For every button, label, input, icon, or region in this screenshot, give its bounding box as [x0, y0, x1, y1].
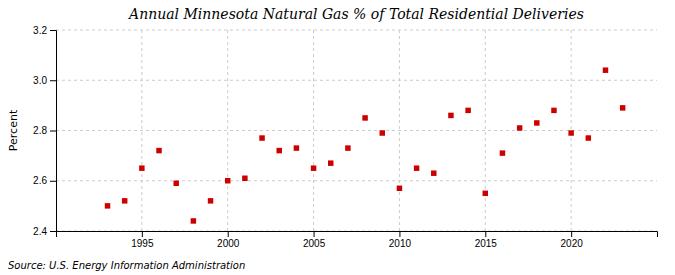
y-tick: 3.0 — [33, 75, 56, 86]
x-grid-line — [227, 30, 228, 231]
x-tick-mark — [571, 231, 572, 237]
point — [208, 198, 213, 203]
x-tick-label: 1995 — [131, 238, 154, 249]
point — [345, 145, 350, 150]
point — [191, 218, 196, 223]
x-tick-mark — [228, 231, 229, 237]
point — [586, 135, 591, 140]
point — [620, 105, 625, 110]
x-tick-label: 2000 — [217, 238, 240, 249]
point — [276, 148, 281, 153]
y-tick-label: 2.6 — [33, 175, 47, 186]
x-tick-label: 2005 — [303, 238, 326, 249]
y-grid-line — [56, 30, 657, 31]
point — [603, 67, 608, 72]
y-tick-label: 3.2 — [33, 25, 47, 36]
x-axis: 1995 2000 2005 2010 2015 2020 — [57, 231, 658, 249]
x-grid-line — [485, 30, 486, 231]
x-tick-label: 2015 — [475, 238, 498, 249]
point — [139, 165, 144, 170]
point — [397, 186, 402, 191]
title: Annual Minnesota Natural Gas % of Total … — [127, 6, 584, 22]
y-axis: 2.4 2.6 2.8 3.0 3.2 — [33, 25, 56, 237]
y-tick: 3.2 — [33, 25, 56, 36]
y-tick: 2.4 — [33, 226, 56, 237]
point — [362, 115, 367, 120]
y-axis-title: Percent — [7, 109, 20, 151]
x-axis-line — [57, 232, 658, 238]
x-tick: 2015 — [475, 231, 498, 249]
point — [173, 181, 178, 186]
y-tick-label: 2.4 — [33, 226, 47, 237]
point — [242, 175, 247, 180]
point — [500, 150, 505, 155]
point — [122, 198, 127, 203]
point — [259, 135, 264, 140]
x-tick-label: 2020 — [561, 238, 584, 249]
y-tick-label: 3.0 — [33, 75, 47, 86]
point — [294, 145, 299, 150]
point — [225, 178, 230, 183]
point — [483, 191, 488, 196]
point — [414, 165, 419, 170]
point — [465, 108, 470, 113]
annotation: Source: U.S. Energy Information Administ… — [8, 260, 245, 271]
x-tick-mark — [142, 231, 143, 237]
x-tick: 2005 — [303, 231, 326, 249]
point — [517, 125, 522, 130]
points — [105, 67, 626, 223]
x-tick: 2020 — [561, 231, 584, 249]
y-tick-mark — [50, 80, 56, 81]
x-tick: 1995 — [131, 231, 154, 249]
point — [534, 120, 539, 125]
point — [156, 148, 161, 153]
point — [328, 160, 333, 165]
grid — [56, 30, 657, 231]
chart: 1995 2000 2005 2010 2015 2020 2.4 2.6 2.8 3.0 3.2 A… — [0, 0, 675, 275]
point — [431, 170, 436, 175]
point — [105, 203, 110, 208]
x-tick-mark — [485, 231, 486, 237]
point — [448, 113, 453, 118]
x-grid-line — [313, 30, 314, 231]
point — [551, 108, 556, 113]
y-tick: 2.8 — [33, 125, 56, 136]
y-grid-line — [56, 80, 657, 81]
x-tick: 2000 — [217, 231, 240, 249]
y-axis-line — [50, 31, 57, 232]
y-tick-mark — [50, 131, 56, 132]
x-tick-label: 2010 — [389, 238, 412, 249]
plot-area: 1995 2000 2005 2010 2015 2020 2.4 2.6 2.8 3.0 3.2 — [33, 25, 657, 249]
point — [568, 130, 573, 135]
x-tick-mark — [314, 231, 315, 237]
x-grid-line — [141, 30, 142, 231]
x-tick-mark — [399, 231, 400, 237]
y-tick-mark — [50, 181, 56, 182]
x-grid-line — [399, 30, 400, 231]
point — [380, 130, 385, 135]
x-tick: 2010 — [389, 231, 412, 249]
y-grid-line — [56, 130, 657, 131]
point — [311, 165, 316, 170]
y-tick: 2.6 — [33, 175, 56, 186]
y-grid-line — [56, 180, 657, 181]
y-tick-label: 2.8 — [33, 125, 47, 136]
y-tick-mark — [50, 231, 56, 232]
y-tick-mark — [50, 30, 56, 31]
